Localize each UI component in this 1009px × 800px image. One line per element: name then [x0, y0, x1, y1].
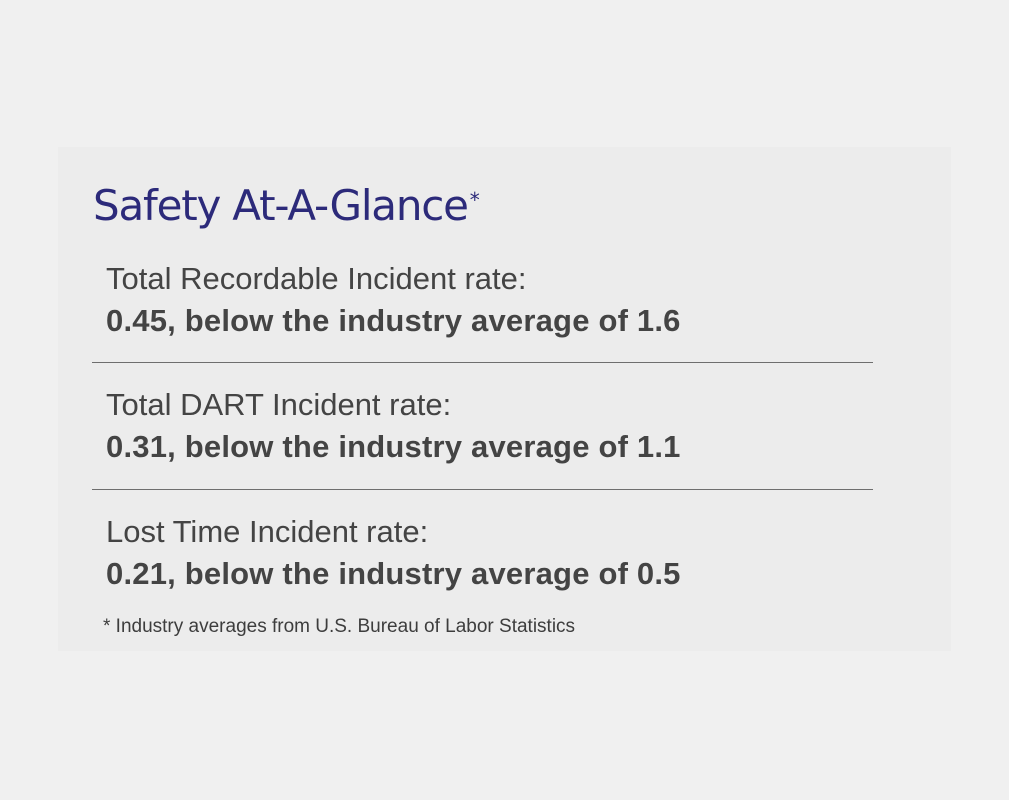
stat-lost-time-incident: Lost Time Incident rate: 0.21, below the…	[106, 512, 681, 596]
stat-value: 0.21, below the industry average of 0.5	[106, 556, 681, 591]
stat-dart-incident: Total DART Incident rate: 0.31, below th…	[106, 385, 681, 469]
stat-label: Total DART Incident rate:	[106, 387, 452, 422]
stat-recordable-incident: Total Recordable Incident rate: 0.45, be…	[106, 259, 681, 343]
page-title: Safety At-A-Glance *	[93, 178, 480, 234]
safety-card	[58, 147, 951, 651]
stat-value: 0.45, below the industry average of 1.6	[106, 303, 681, 338]
title-text: Safety At-A-Glance	[93, 181, 469, 230]
footnote: * Industry averages from U.S. Bureau of …	[103, 616, 576, 637]
divider	[92, 362, 873, 363]
stat-label: Lost Time Incident rate:	[106, 514, 429, 549]
divider	[92, 489, 873, 490]
stat-value: 0.31, below the industry average of 1.1	[106, 429, 681, 464]
stat-label: Total Recordable Incident rate:	[106, 261, 527, 296]
title-footnote-marker: *	[469, 188, 480, 212]
